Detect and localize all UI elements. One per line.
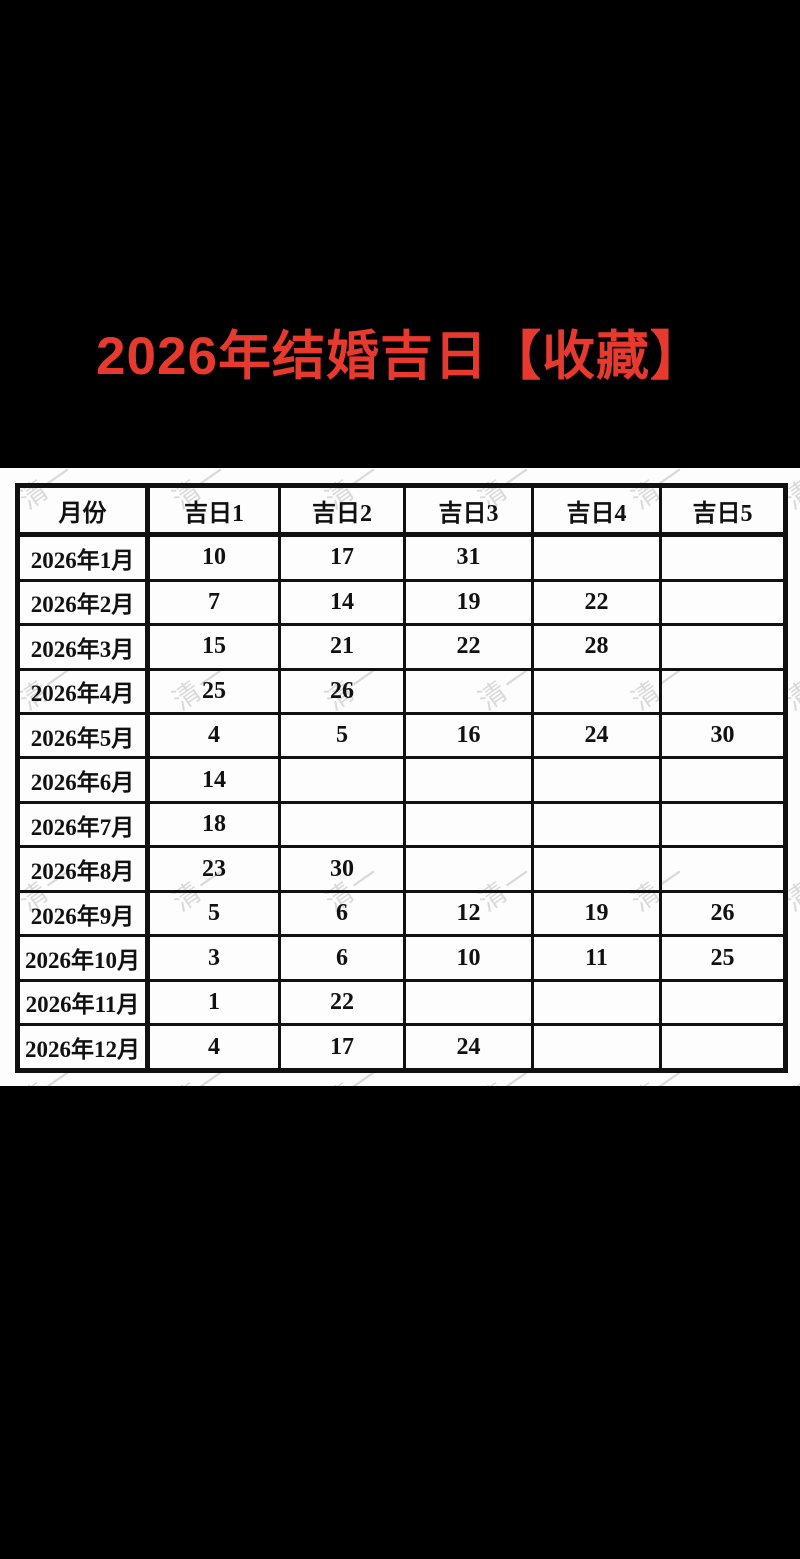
- day-cell: 10: [146, 533, 281, 582]
- col-header-day4: 吉日4: [531, 484, 662, 537]
- month-cell: 2026年3月: [16, 623, 150, 671]
- day-cell: [659, 978, 787, 1027]
- day-cell: 22: [531, 578, 662, 627]
- day-cell: [531, 845, 662, 893]
- table-body: 2026年1月 10 17 31 2026年2月 7 14 19 22 2026年3月 15 21 22…: [16, 533, 787, 1072]
- day-cell: [403, 667, 534, 716]
- day-cell: [531, 978, 662, 1027]
- day-cell: 10: [403, 934, 534, 982]
- day-cell: 22: [278, 978, 406, 1027]
- day-cell: 19: [531, 889, 662, 938]
- month-cell: 2026年4月: [16, 667, 150, 716]
- day-cell: 18: [146, 800, 281, 849]
- day-cell: 28: [531, 623, 662, 671]
- day-cell: [403, 845, 534, 893]
- day-cell: [659, 533, 787, 582]
- day-cell: 19: [403, 578, 534, 627]
- col-header-month: 月份: [16, 484, 150, 537]
- day-cell: [531, 756, 662, 804]
- month-cell: 2026年10月: [16, 934, 150, 982]
- month-cell: 2026年1月: [16, 533, 150, 582]
- month-cell: 2026年9月: [16, 889, 150, 938]
- day-cell: [403, 978, 534, 1027]
- day-cell: 6: [278, 934, 406, 982]
- month-cell: 2026年8月: [16, 845, 150, 893]
- day-cell: 5: [278, 712, 406, 760]
- table-row: 2026年7月 18: [16, 800, 787, 849]
- day-cell: 3: [146, 934, 281, 982]
- day-cell: 23: [146, 845, 281, 893]
- day-cell: 12: [403, 889, 534, 938]
- day-cell: 22: [403, 623, 534, 671]
- auspicious-days-table: 月份 吉日1 吉日2 吉日3 吉日4 吉日5 2026年1月 10 17 31 2026…: [15, 483, 788, 1073]
- col-header-day3: 吉日3: [403, 484, 534, 537]
- page-title: 2026年结婚吉日【收藏】: [96, 327, 704, 386]
- table-row: 2026年8月 23 30: [16, 845, 787, 893]
- day-cell: 25: [146, 667, 281, 716]
- day-cell: 1: [146, 978, 281, 1027]
- day-cell: 24: [403, 1023, 534, 1072]
- table-row: 2026年11月 1 22: [16, 978, 787, 1027]
- month-cell: 2026年12月: [16, 1023, 150, 1072]
- month-cell: 2026年2月: [16, 578, 150, 627]
- day-cell: [403, 800, 534, 849]
- day-cell: [659, 845, 787, 893]
- table-row: 2026年6月 14: [16, 756, 787, 804]
- day-cell: 11: [531, 934, 662, 982]
- day-cell: 5: [146, 889, 281, 938]
- table-row: 2026年2月 7 14 19 22: [16, 578, 787, 627]
- day-cell: 14: [146, 756, 281, 804]
- col-header-day5: 吉日5: [659, 484, 787, 537]
- day-cell: 25: [659, 934, 787, 982]
- month-cell: 2026年7月: [16, 800, 150, 849]
- day-cell: 24: [531, 712, 662, 760]
- day-cell: [659, 578, 787, 627]
- day-cell: [278, 800, 406, 849]
- table-row: 2026年4月 25 26: [16, 667, 787, 716]
- day-cell: [659, 1023, 787, 1072]
- header-row: 月份 吉日1 吉日2 吉日3 吉日4 吉日5: [16, 484, 787, 537]
- day-cell: 4: [146, 712, 281, 760]
- day-cell: [531, 1023, 662, 1072]
- month-cell: 2026年11月: [16, 978, 150, 1027]
- col-header-day2: 吉日2: [278, 484, 406, 537]
- day-cell: [659, 756, 787, 804]
- day-cell: 17: [278, 533, 406, 582]
- month-cell: 2026年6月: [16, 756, 150, 804]
- table-row: 2026年12月 4 17 24: [16, 1023, 787, 1072]
- table-row: 2026年9月 5 6 12 19 26: [16, 889, 787, 938]
- day-cell: 30: [659, 712, 787, 760]
- day-cell: [531, 800, 662, 849]
- day-cell: 7: [146, 578, 281, 627]
- day-cell: [531, 667, 662, 716]
- day-cell: 26: [278, 667, 406, 716]
- table-row: 2026年10月 3 6 10 11 25: [16, 934, 787, 982]
- day-cell: 6: [278, 889, 406, 938]
- day-cell: [659, 667, 787, 716]
- day-cell: 30: [278, 845, 406, 893]
- table-row: 2026年5月 4 5 16 24 30: [16, 712, 787, 760]
- day-cell: 21: [278, 623, 406, 671]
- day-cell: [278, 756, 406, 804]
- day-cell: 31: [403, 533, 534, 582]
- day-cell: [659, 800, 787, 849]
- day-cell: 17: [278, 1023, 406, 1072]
- table-row: 2026年1月 10 17 31: [16, 533, 787, 582]
- table-row: 2026年3月 15 21 22 28: [16, 623, 787, 671]
- day-cell: 4: [146, 1023, 281, 1072]
- table-panel: 清一清一清一清一清一清一清一清一清一清一清一清一清一清一清一清一清一清一清一清一…: [0, 468, 800, 1086]
- day-cell: [659, 623, 787, 671]
- day-cell: 15: [146, 623, 281, 671]
- day-cell: 26: [659, 889, 787, 938]
- col-header-day1: 吉日1: [146, 484, 281, 537]
- month-cell: 2026年5月: [16, 712, 150, 760]
- day-cell: [531, 533, 662, 582]
- day-cell: [403, 756, 534, 804]
- day-cell: 16: [403, 712, 534, 760]
- day-cell: 14: [278, 578, 406, 627]
